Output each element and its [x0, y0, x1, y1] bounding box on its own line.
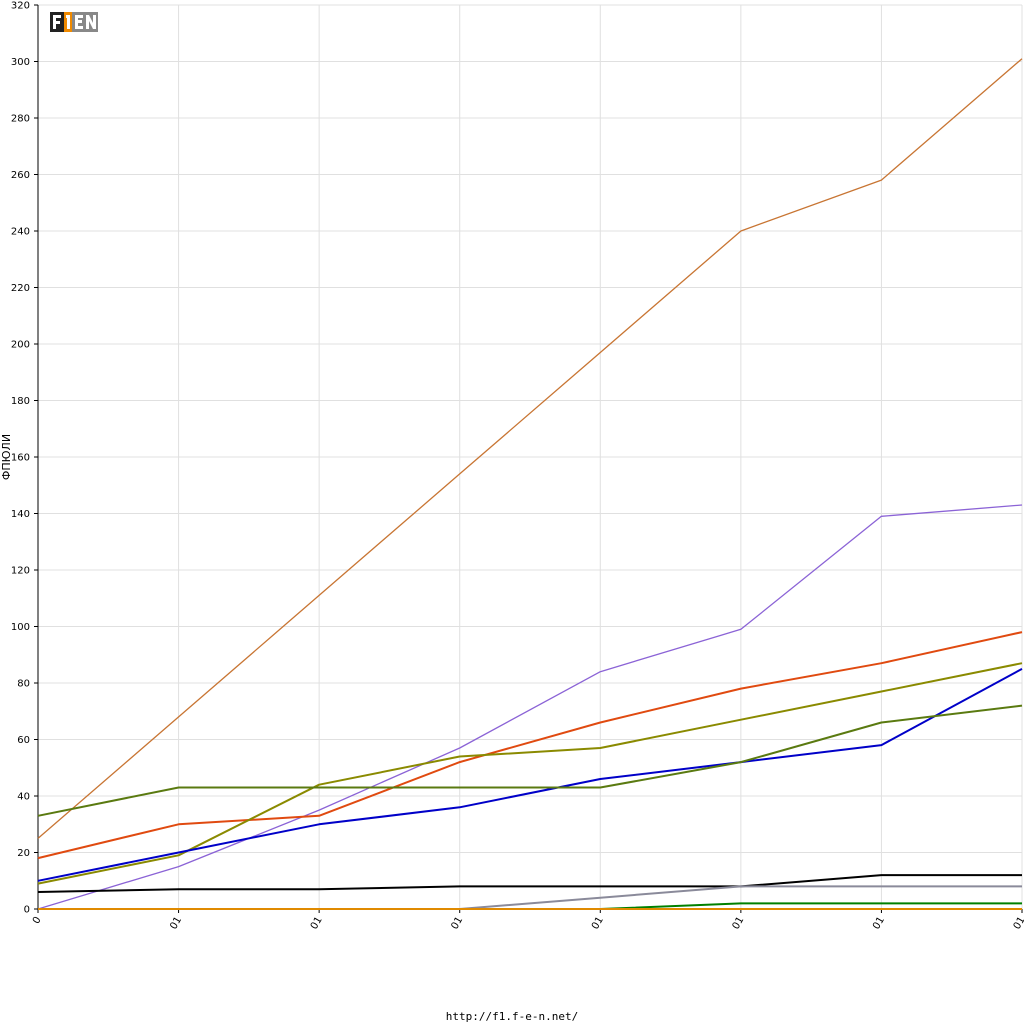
series-lines	[37, 58, 1023, 910]
axes	[34, 4, 1023, 913]
y-tick-label: 260	[11, 170, 30, 181]
tick-labels: 0 20 40 60 80 100 120 140 160 180 200 220 240 260 280 3…	[11, 1, 1024, 932]
y-tick-label: 120	[11, 566, 30, 577]
y-tick-label: 0	[24, 905, 30, 916]
y-tick-label: 280	[11, 114, 30, 125]
f1en-logo	[48, 8, 100, 36]
series-line-4	[37, 662, 1023, 885]
y-tick-label: 200	[11, 340, 30, 351]
y-tick-label: 180	[11, 396, 30, 407]
y-axis-label: ФПЮЛИ	[0, 434, 13, 480]
series-line-3	[37, 631, 1023, 860]
footer-url: http://f1.f-e-n.net/	[445, 1010, 579, 1023]
y-tick-label: 60	[17, 735, 30, 746]
x-tick-label: 01	[731, 915, 747, 932]
y-tick-label: 140	[11, 509, 30, 520]
x-tick-label: 01	[168, 915, 184, 932]
series-line-2	[37, 504, 1023, 910]
series-line-7	[37, 874, 1022, 893]
y-tick-label: 300	[11, 57, 30, 68]
y-tick-label: 40	[17, 792, 30, 803]
x-tick-label: 0	[31, 915, 44, 926]
y-tick-label: 240	[11, 227, 30, 238]
y-tick-label: 20	[17, 848, 30, 859]
y-tick-label: 100	[11, 622, 30, 633]
x-tick-label: 01	[590, 915, 606, 932]
y-tick-label: 160	[11, 453, 30, 464]
y-tick-label: 220	[11, 283, 30, 294]
x-tick-label: 01	[309, 915, 325, 932]
x-tick-label: 01	[449, 915, 465, 932]
series-line-1	[37, 58, 1023, 839]
y-tick-label: 80	[17, 679, 30, 690]
x-tick-label: 01	[871, 915, 887, 932]
grid	[38, 4, 1023, 909]
y-tick-label: 320	[11, 1, 30, 12]
x-tick-label: 01	[1012, 915, 1024, 932]
series-line-5	[37, 668, 1023, 882]
series-line-6	[37, 704, 1023, 817]
